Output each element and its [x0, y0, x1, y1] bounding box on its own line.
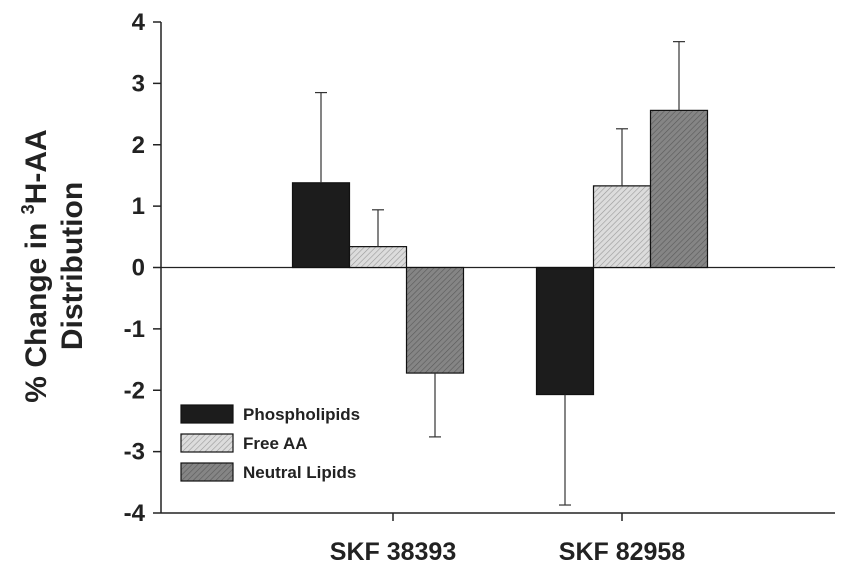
axes: -4 -3 -2 -1 0 1 2 3 4 SKF 38393 SKF 82958 — [124, 9, 835, 566]
bar — [535, 266, 595, 396]
bar — [291, 182, 351, 269]
y-tick-label: 4 — [132, 9, 146, 36]
legend-swatch — [180, 462, 234, 482]
y-axis-label-line2: Distribution — [56, 182, 89, 350]
legend: Phospholipids Free AA Neutral Lipids — [180, 404, 360, 482]
bars — [291, 41, 709, 506]
x-tick-label: SKF 38393 — [330, 538, 456, 566]
bar — [649, 109, 709, 269]
legend-swatch — [180, 404, 234, 424]
y-axis-label-line1: % Change in 3H-AA — [18, 129, 53, 402]
y-tick-label: -1 — [124, 316, 145, 343]
bar — [592, 185, 652, 269]
y-tick-label: 3 — [132, 70, 145, 97]
legend-label: Neutral Lipids — [243, 463, 356, 482]
legend-swatch — [180, 433, 234, 453]
bar — [405, 266, 465, 374]
bar — [348, 246, 408, 269]
y-tick-label: 0 — [132, 255, 145, 282]
y-tick-label: -3 — [124, 439, 145, 466]
legend-label: Free AA — [243, 434, 308, 453]
legend-label: Phospholipids — [243, 405, 360, 424]
y-tick-label: 1 — [132, 193, 145, 220]
x-tick-label: SKF 82958 — [559, 538, 686, 566]
y-tick-label: -4 — [124, 500, 146, 527]
y-axis-label: % Change in 3H-AA Distribution — [18, 129, 89, 402]
y-tick-label: -2 — [124, 377, 145, 404]
y-tick-label: 2 — [132, 132, 145, 159]
